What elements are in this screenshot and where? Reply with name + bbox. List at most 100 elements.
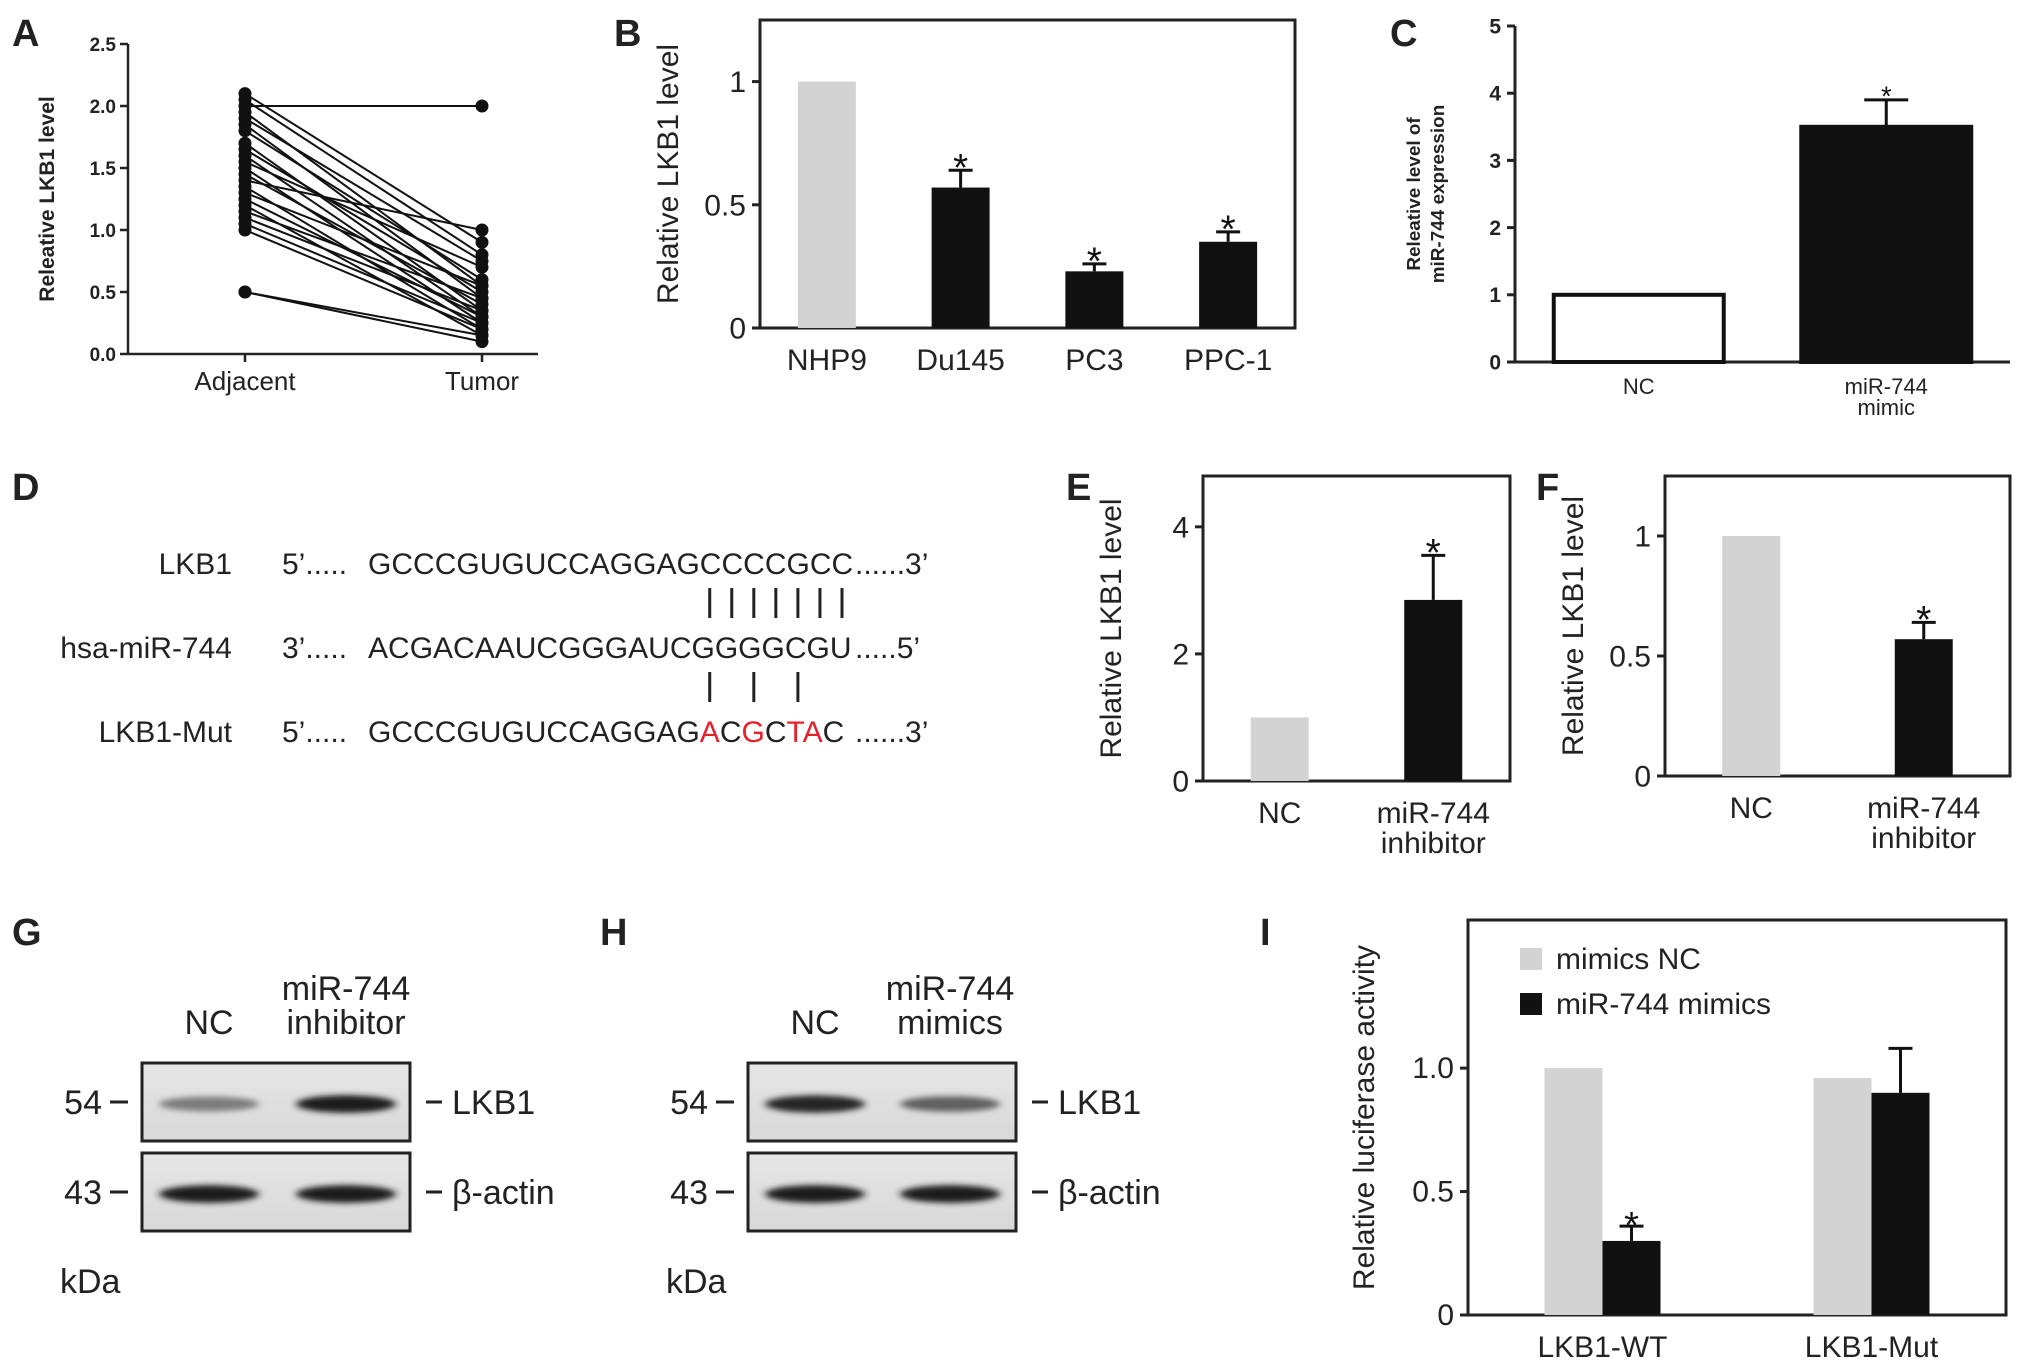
lane-label: NC <box>184 1004 233 1042</box>
nucleotide: C <box>413 716 435 749</box>
sequence-label: LKB1-Mut <box>99 716 233 749</box>
nucleotide: U <box>525 548 547 581</box>
tumor-point <box>475 279 489 293</box>
nucleotide: A <box>475 632 495 665</box>
protein-label: β-actin <box>452 1174 555 1212</box>
nucleotide: A <box>803 716 823 749</box>
nucleotide: G <box>633 548 656 581</box>
paired-line <box>244 179 483 231</box>
panel-e-bar-chart: 0 2 4 Relative LKB1 level NC * miR-744inhibito… <box>1095 474 1512 860</box>
molecular-weight-marker: 43 <box>670 1174 708 1212</box>
nucleotide: G <box>610 548 633 581</box>
y-tick-label: 1 <box>729 66 746 99</box>
paired-line <box>244 98 483 256</box>
y-axis-label: miR-744 expression <box>1428 105 1449 284</box>
legend-swatch <box>1520 948 1542 970</box>
plot-frame <box>758 18 1297 330</box>
y-tick-label: 5 <box>1489 15 1501 38</box>
panel-b-bar-chart: 0 0.5 1 Relative LKB1 level NHP9 * Du145 * PC3 * P… <box>652 18 1297 377</box>
y-tick-label: 2 <box>1489 217 1501 240</box>
nucleotide: G <box>807 632 830 665</box>
bar <box>1404 599 1463 781</box>
bar <box>1250 717 1309 781</box>
paired-line <box>244 291 483 337</box>
nucleotide: G <box>633 716 656 749</box>
y-tick-label: 0 <box>1172 766 1189 799</box>
nucleotide: G <box>691 632 714 665</box>
nucleotide: C <box>700 548 722 581</box>
nucleotide: C <box>536 632 558 665</box>
bar <box>797 81 856 328</box>
protein-band <box>765 1095 865 1113</box>
nucleotide: C <box>810 548 832 581</box>
nucleotide: U <box>525 716 547 749</box>
x-category-label: NC <box>1623 374 1655 399</box>
y-tick-label: 0 <box>729 313 746 346</box>
y-axis-label: Relative LKB1 level <box>1095 498 1128 758</box>
y-axis-label: Relative luciferase activity <box>1348 945 1381 1290</box>
y-tick-label: 2 <box>1172 638 1189 671</box>
nucleotide: C <box>765 548 787 581</box>
significance-mark: * <box>1881 80 1892 111</box>
nucleotide: A <box>656 548 676 581</box>
x-category-label: inhibitor <box>1381 827 1486 860</box>
nucleotide: G <box>676 716 699 749</box>
plot-frame <box>1466 918 2008 1317</box>
nucleotide: G <box>368 716 391 749</box>
y-tick-label: 0 <box>1489 351 1501 374</box>
paired-line <box>244 117 483 262</box>
nucleotide: A <box>656 716 676 749</box>
paired-line <box>244 291 483 343</box>
x-category-label: LKB1-WT <box>1537 1331 1667 1364</box>
paired-line <box>244 160 483 269</box>
nucleotide: C <box>743 548 765 581</box>
nucleotide: G <box>456 548 479 581</box>
nucleotide: C <box>832 548 854 581</box>
nucleotide: A <box>433 632 453 665</box>
bar-mimics-nc <box>1813 1078 1872 1315</box>
significance-mark: * <box>953 147 968 190</box>
unit-label: kDa <box>666 1263 727 1301</box>
protein-band <box>296 1185 396 1203</box>
sequence-text: ACGACAAUCGGGAUCGGGGCGU <box>368 632 852 665</box>
panel-i-grouped-bar-chart: 0 0.5 1.0 Relative luciferase activity * LKB1… <box>1348 918 2008 1364</box>
tumor-point <box>475 223 489 237</box>
y-tick-label: 0.5 <box>1412 1176 1454 1209</box>
nucleotide: G <box>368 548 391 581</box>
paired-line <box>244 148 483 293</box>
panel-a-paired-line-chart: 0.0 0.5 1.0 1.5 2.0 2.5 Adjacent Tumor Releative… <box>36 35 538 396</box>
y-tick-label: 0 <box>1437 1299 1454 1332</box>
nucleotide: C <box>413 548 435 581</box>
molecular-weight-marker: 43 <box>64 1174 102 1212</box>
molecular-weight-marker: 54 <box>64 1084 102 1122</box>
protein-band <box>765 1185 865 1203</box>
legend-swatch <box>1520 993 1542 1015</box>
nucleotide: G <box>762 632 785 665</box>
nucleotide: G <box>715 632 738 665</box>
sequence-prefix: 3’..... <box>282 632 347 665</box>
molecular-weight-marker: 54 <box>670 1084 708 1122</box>
lane-label: miR-744 <box>282 970 410 1008</box>
x-category-label: NC <box>1730 792 1773 825</box>
paired-line <box>244 198 483 318</box>
panel-letter-a: A <box>12 13 39 55</box>
y-tick-label: 1.5 <box>90 159 117 180</box>
nucleotide: A <box>628 632 648 665</box>
nucleotide: C <box>765 716 787 749</box>
nucleotide: G <box>738 632 761 665</box>
panel-c-bar-chart: 0 1 2 3 4 5 Releative level of miR-744 expressi… <box>1404 15 2010 420</box>
paired-line <box>244 229 483 331</box>
paired-line <box>244 154 483 318</box>
significance-mark: * <box>1426 532 1441 575</box>
y-tick-label: 3 <box>1489 150 1501 173</box>
nucleotide: U <box>648 632 670 665</box>
panel-letter-g: G <box>12 912 42 954</box>
nucleotide: G <box>558 632 581 665</box>
nucleotide: C <box>435 716 457 749</box>
nucleotide: C <box>568 716 590 749</box>
y-tick-label: 1 <box>1489 284 1501 307</box>
x-category-label: PC3 <box>1065 344 1123 377</box>
nucleotide: A <box>590 716 610 749</box>
